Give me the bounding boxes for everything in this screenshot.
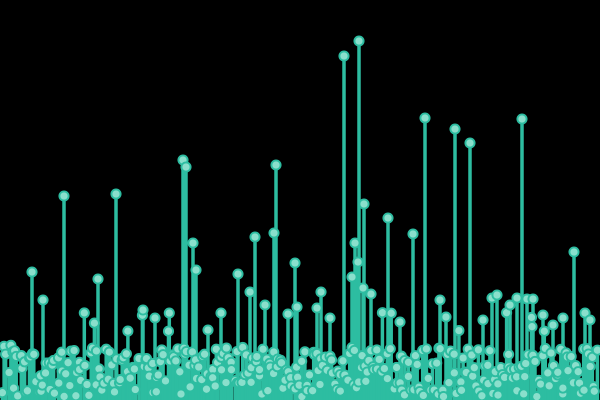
stem-markers [0, 35, 600, 400]
